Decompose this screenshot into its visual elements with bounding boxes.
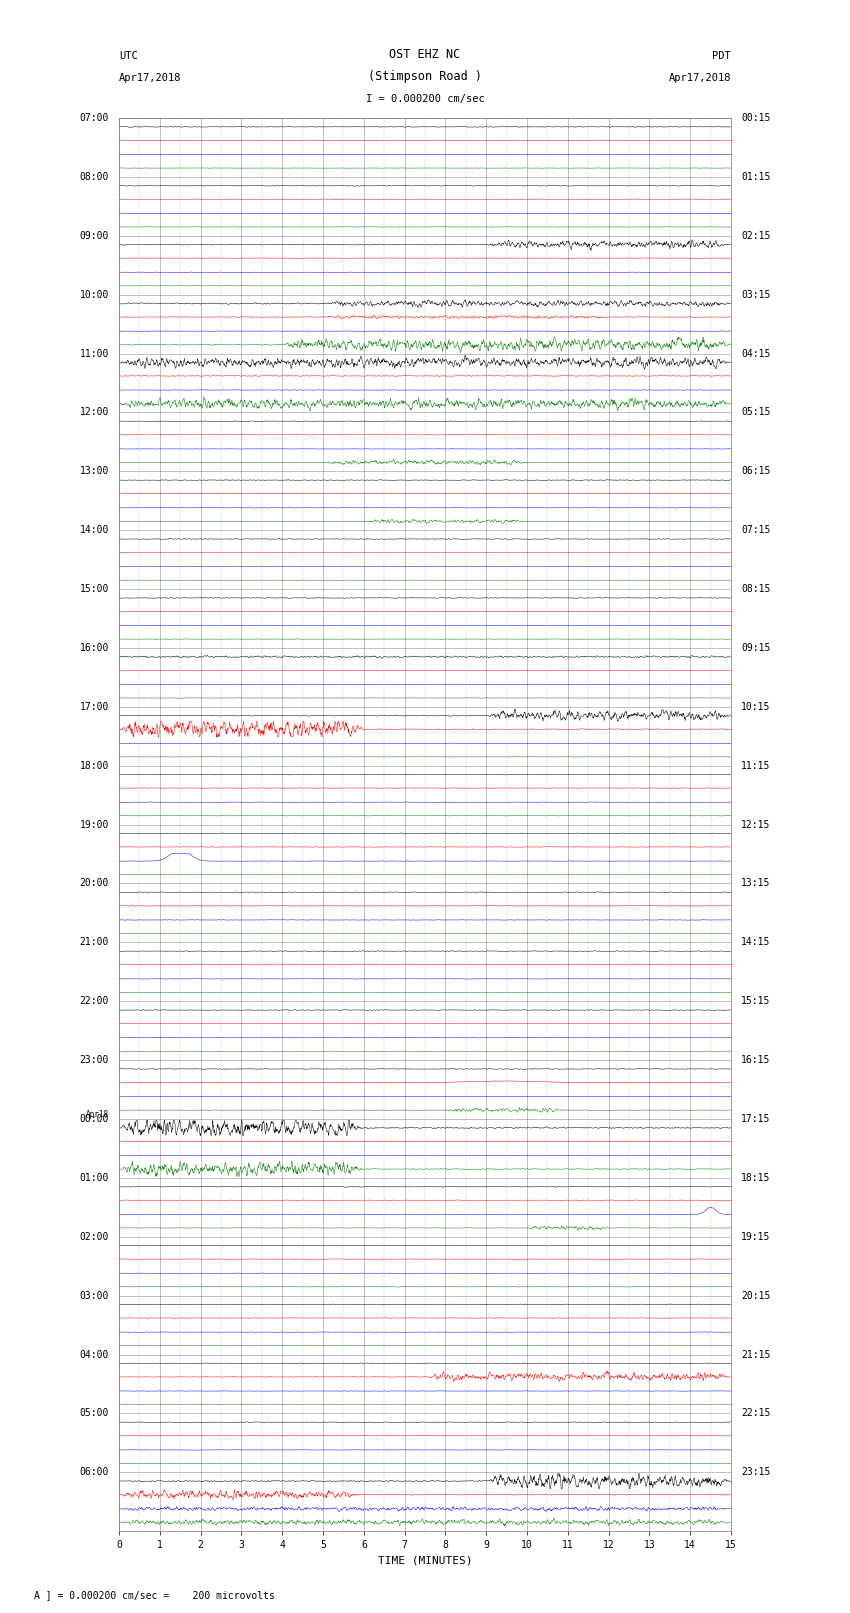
Text: 04:15: 04:15: [741, 348, 770, 358]
Text: (Stimpson Road ): (Stimpson Road ): [368, 69, 482, 82]
Text: OST EHZ NC: OST EHZ NC: [389, 48, 461, 61]
Text: 18:00: 18:00: [80, 761, 109, 771]
Text: Apr18: Apr18: [86, 1110, 109, 1119]
Text: 00:00: 00:00: [80, 1115, 109, 1124]
Text: 10:00: 10:00: [80, 290, 109, 300]
Text: 14:15: 14:15: [741, 937, 770, 947]
Text: 11:15: 11:15: [741, 761, 770, 771]
Text: 13:15: 13:15: [741, 879, 770, 889]
Text: 16:00: 16:00: [80, 644, 109, 653]
Text: 20:00: 20:00: [80, 879, 109, 889]
Text: 01:00: 01:00: [80, 1173, 109, 1182]
Text: 21:00: 21:00: [80, 937, 109, 947]
Text: 11:00: 11:00: [80, 348, 109, 358]
Text: UTC: UTC: [119, 52, 138, 61]
Text: 22:00: 22:00: [80, 997, 109, 1007]
Text: 22:15: 22:15: [741, 1408, 770, 1418]
Text: 12:15: 12:15: [741, 819, 770, 829]
Text: I = 0.000200 cm/sec: I = 0.000200 cm/sec: [366, 94, 484, 103]
Text: 05:00: 05:00: [80, 1408, 109, 1418]
Text: 15:15: 15:15: [741, 997, 770, 1007]
Text: 10:15: 10:15: [741, 702, 770, 711]
Text: 13:00: 13:00: [80, 466, 109, 476]
Text: 20:15: 20:15: [741, 1290, 770, 1300]
Text: 04:00: 04:00: [80, 1350, 109, 1360]
Text: 19:15: 19:15: [741, 1232, 770, 1242]
Text: PDT: PDT: [712, 52, 731, 61]
Text: 15:00: 15:00: [80, 584, 109, 594]
Text: 21:15: 21:15: [741, 1350, 770, 1360]
Text: 12:00: 12:00: [80, 408, 109, 418]
Text: 17:15: 17:15: [741, 1115, 770, 1124]
Text: A ] = 0.000200 cm/sec =    200 microvolts: A ] = 0.000200 cm/sec = 200 microvolts: [34, 1590, 275, 1600]
Text: Apr17,2018: Apr17,2018: [119, 73, 182, 82]
Text: 06:15: 06:15: [741, 466, 770, 476]
Text: 17:00: 17:00: [80, 702, 109, 711]
Text: 06:00: 06:00: [80, 1468, 109, 1478]
Text: 07:15: 07:15: [741, 526, 770, 536]
Text: 16:15: 16:15: [741, 1055, 770, 1065]
Text: 23:00: 23:00: [80, 1055, 109, 1065]
Text: Apr17,2018: Apr17,2018: [668, 73, 731, 82]
X-axis label: TIME (MINUTES): TIME (MINUTES): [377, 1557, 473, 1566]
Text: 08:00: 08:00: [80, 173, 109, 182]
Text: 03:00: 03:00: [80, 1290, 109, 1300]
Text: 03:15: 03:15: [741, 290, 770, 300]
Text: 01:15: 01:15: [741, 173, 770, 182]
Text: 05:15: 05:15: [741, 408, 770, 418]
Text: 00:15: 00:15: [741, 113, 770, 123]
Text: 09:00: 09:00: [80, 231, 109, 240]
Text: 14:00: 14:00: [80, 526, 109, 536]
Text: 07:00: 07:00: [80, 113, 109, 123]
Text: 23:15: 23:15: [741, 1468, 770, 1478]
Text: 08:15: 08:15: [741, 584, 770, 594]
Text: 19:00: 19:00: [80, 819, 109, 829]
Text: 02:00: 02:00: [80, 1232, 109, 1242]
Text: 18:15: 18:15: [741, 1173, 770, 1182]
Text: 02:15: 02:15: [741, 231, 770, 240]
Text: 09:15: 09:15: [741, 644, 770, 653]
